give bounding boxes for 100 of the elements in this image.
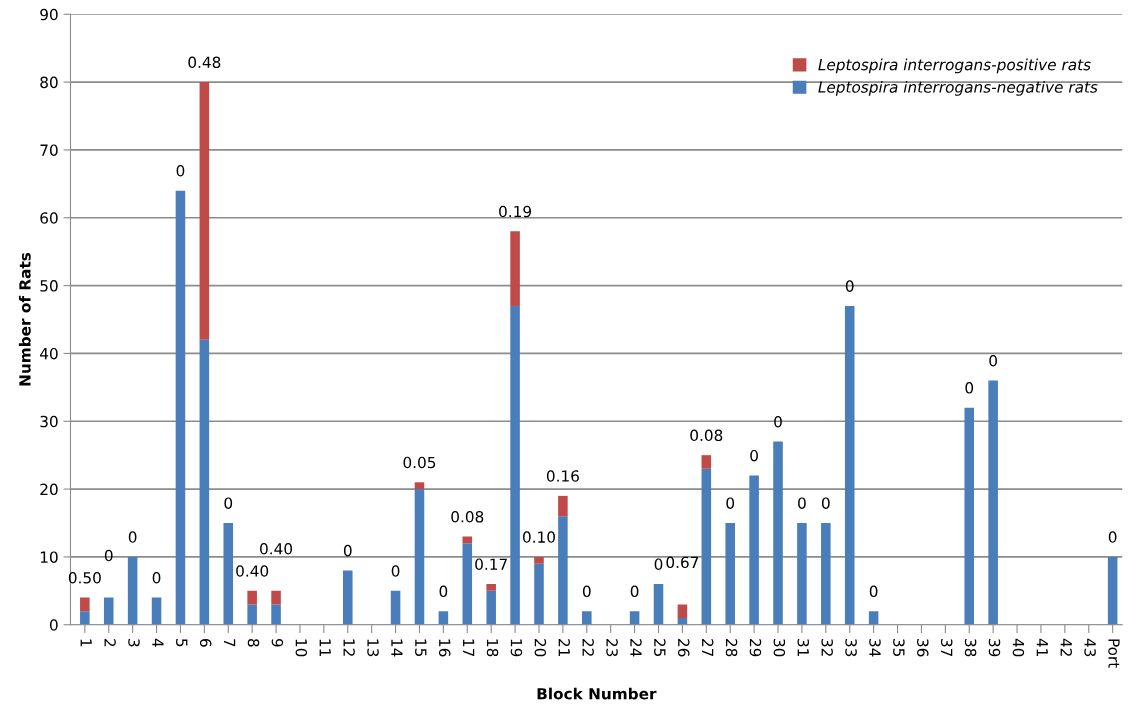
- x-tick-label: 16: [438, 639, 451, 657]
- text: 0: [391, 565, 400, 577]
- x-tick-label: 29: [749, 639, 762, 657]
- x-tick-label: 34: [869, 639, 881, 657]
- text: 0.50: [68, 571, 101, 584]
- y-tick-label: 50: [40, 280, 58, 292]
- x-tick-label: 9: [271, 638, 284, 647]
- bar: [558, 495, 568, 517]
- bar: [486, 590, 496, 625]
- x-tick-label: 25: [654, 639, 666, 657]
- bar: [821, 523, 831, 625]
- text: 0: [726, 497, 735, 509]
- bar: [271, 604, 281, 625]
- x-tick-label: 40: [1012, 638, 1025, 657]
- text: 0.40: [236, 565, 269, 577]
- x-tick-label: 12: [343, 639, 355, 656]
- bar: [797, 523, 807, 625]
- y-tick-label: 10: [40, 551, 58, 563]
- x-tick-label: 23: [606, 639, 618, 657]
- x-tick-label: 17: [463, 639, 475, 657]
- legend-label: Leptospira interrogans-positive rats: [818, 58, 1091, 74]
- bar: [653, 584, 664, 625]
- y-tick-label: 80: [40, 76, 58, 89]
- x-tick-label: 30: [773, 639, 786, 657]
- bar: [127, 556, 138, 625]
- bar: [414, 482, 425, 490]
- text: 0: [965, 382, 974, 394]
- x-tick-label: 43: [1084, 638, 1096, 657]
- x-tick-label: 11: [319, 639, 331, 656]
- x-tick-label: 21: [558, 639, 571, 656]
- bar: [534, 556, 544, 564]
- text: 0.67: [666, 556, 699, 569]
- text: 0: [1108, 531, 1117, 543]
- x-tick-label: 38: [964, 639, 977, 657]
- bar: [677, 604, 688, 618]
- x-tick-label: 15: [415, 639, 427, 657]
- text: 0: [774, 415, 782, 428]
- bar: [844, 305, 855, 625]
- x-tick-label: 22: [582, 639, 594, 656]
- bar: [223, 523, 234, 625]
- bar: [725, 523, 735, 625]
- x-tick-label: 6: [199, 639, 212, 647]
- x-tick-label: 24: [630, 639, 642, 657]
- x-tick-label: 20: [534, 639, 547, 657]
- x-axis-title: Block Number: [537, 687, 657, 700]
- x-tick-label: 37: [940, 639, 953, 657]
- bar: [988, 380, 998, 625]
- y-tick-label: 60: [40, 212, 58, 224]
- bar: [390, 590, 401, 625]
- text: 0.16: [546, 470, 579, 482]
- bar: [247, 590, 257, 605]
- bar: [247, 604, 257, 625]
- text: 0: [128, 531, 137, 543]
- bar: [414, 489, 425, 625]
- x-tick-label: 1: [80, 639, 92, 647]
- x-tick-label: 42: [1060, 638, 1072, 656]
- text: 0: [630, 585, 639, 598]
- x-tick-label: 4: [152, 638, 164, 647]
- x-tick-label: 27: [702, 639, 714, 657]
- x-tick-label: 36: [917, 639, 929, 657]
- text: 0: [343, 544, 352, 557]
- text: 0: [104, 549, 113, 562]
- bar: [749, 475, 759, 625]
- bar: [534, 563, 544, 625]
- text: 0.10: [522, 531, 555, 543]
- y-tick-label: 20: [40, 483, 58, 496]
- x-tick-label: 18: [486, 639, 499, 657]
- bar: [510, 231, 520, 306]
- bar: [629, 611, 640, 625]
- bar: [271, 590, 281, 605]
- bar: [175, 190, 186, 625]
- y-tick-label: 40: [39, 347, 58, 360]
- y-tick-label: 30: [40, 415, 58, 428]
- bar: [199, 339, 210, 625]
- x-tick-label: 41: [1036, 638, 1048, 656]
- x-tick-label: 5: [176, 639, 188, 647]
- y-tick-label: 90: [40, 8, 58, 21]
- x-tick-label: 35: [893, 639, 905, 657]
- text: 0: [582, 585, 591, 598]
- text: 0.08: [690, 429, 723, 442]
- text: 0: [176, 165, 185, 177]
- text: 0: [654, 558, 663, 570]
- text: 0: [989, 354, 997, 367]
- bar: [701, 455, 712, 469]
- bar: [103, 597, 114, 625]
- x-tick-label: 32: [821, 639, 833, 656]
- y-tick-label: 70: [40, 144, 58, 156]
- text: 0.08: [451, 510, 484, 523]
- bar: [582, 611, 592, 625]
- text: 0: [224, 497, 233, 509]
- x-tick-label: 13: [367, 639, 379, 657]
- x-tick-label: 14: [391, 639, 403, 657]
- bar: [868, 611, 879, 625]
- bar: [701, 468, 712, 625]
- bar: [462, 543, 473, 625]
- text: 0.17: [475, 558, 507, 570]
- text: 0: [439, 585, 448, 598]
- bar: [1107, 556, 1118, 625]
- bar: [558, 516, 568, 625]
- text: 0.48: [188, 56, 221, 69]
